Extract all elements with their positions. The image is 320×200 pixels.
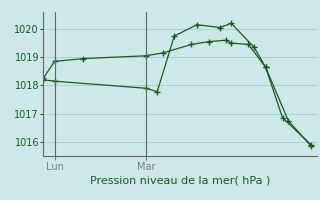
X-axis label: Pression niveau de la mer( hPa ): Pression niveau de la mer( hPa ) (90, 176, 270, 186)
